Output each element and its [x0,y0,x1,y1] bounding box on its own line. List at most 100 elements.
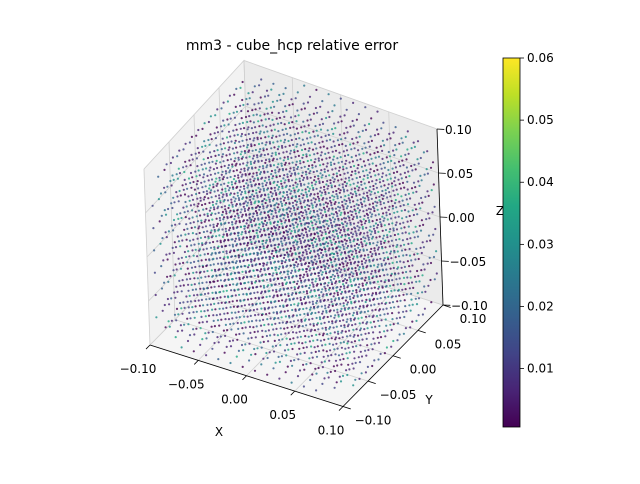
data-point [277,334,279,336]
data-point [369,261,371,263]
data-point [337,139,339,141]
data-point [427,285,429,287]
data-point [367,174,369,176]
data-point [173,291,175,293]
data-point [208,259,210,261]
data-point [341,120,343,122]
data-point [302,139,304,141]
data-point [293,151,295,153]
data-point [332,151,334,153]
data-point [248,359,250,361]
data-point [317,178,319,180]
data-point [421,219,423,221]
data-point [245,182,247,184]
data-point [403,261,405,263]
data-point [281,187,283,189]
data-point [185,165,187,167]
data-point [349,126,351,128]
data-point [182,207,184,209]
data-point [354,267,356,269]
data-point [334,243,336,245]
data-point [321,176,323,178]
data-point [358,300,360,302]
data-point [335,321,337,323]
data-point [235,106,237,108]
data-point [256,214,258,216]
data-point [354,323,356,325]
data-point [223,200,225,202]
data-point [248,343,250,345]
data-point [388,263,390,265]
data-point [214,114,216,116]
data-point [422,224,424,226]
data-point [296,186,298,188]
data-point [253,137,255,139]
data-point [223,330,225,332]
data-point [353,226,355,228]
data-point [241,344,243,346]
data-point [227,217,229,219]
data-point [369,211,371,213]
data-point [212,201,214,203]
data-point [380,319,382,321]
data-point [321,361,323,363]
data-point [285,128,287,130]
data-point [244,250,246,252]
data-point [353,336,355,338]
data-point [252,132,254,134]
data-point [327,338,329,340]
data-point [278,211,280,213]
data-point [240,211,242,213]
data-point [348,197,350,199]
data-point [352,218,354,220]
data-point [210,264,212,266]
data-point [324,344,326,346]
data-point [344,348,346,350]
data-point [300,224,302,226]
data-point [286,133,288,135]
data-point [363,142,365,144]
data-point [315,263,317,265]
data-point [335,304,337,306]
data-point [334,331,336,333]
data-point [178,240,180,242]
data-point [357,317,359,319]
data-point [286,327,288,329]
data-point [268,256,270,258]
data-point [325,135,327,137]
data-point [238,350,240,352]
data-point [432,234,434,236]
data-point [359,322,361,324]
data-point [344,326,346,328]
data-point [312,303,314,305]
data-point [361,206,363,208]
data-point [339,303,341,305]
data-point [381,176,383,178]
data-point [298,292,300,294]
data-point [248,231,250,233]
data-point [407,221,409,223]
data-point [363,289,365,291]
data-point [204,122,206,124]
data-point [275,291,277,293]
data-point [213,226,215,228]
data-point [318,198,320,200]
data-point [286,173,288,175]
data-point [331,110,333,112]
data-point [362,170,364,172]
data-point [322,214,324,216]
data-point [336,381,338,383]
data-point [404,154,406,156]
data-point [396,244,398,246]
data-point [222,218,224,220]
data-point [376,187,378,189]
data-point [329,214,331,216]
data-point [244,265,246,267]
data-point [332,208,334,210]
data-point [310,274,312,276]
data-point [349,335,351,337]
data-point [204,221,206,223]
data-point [375,183,377,185]
data-point [326,223,328,225]
data-point [365,301,367,303]
